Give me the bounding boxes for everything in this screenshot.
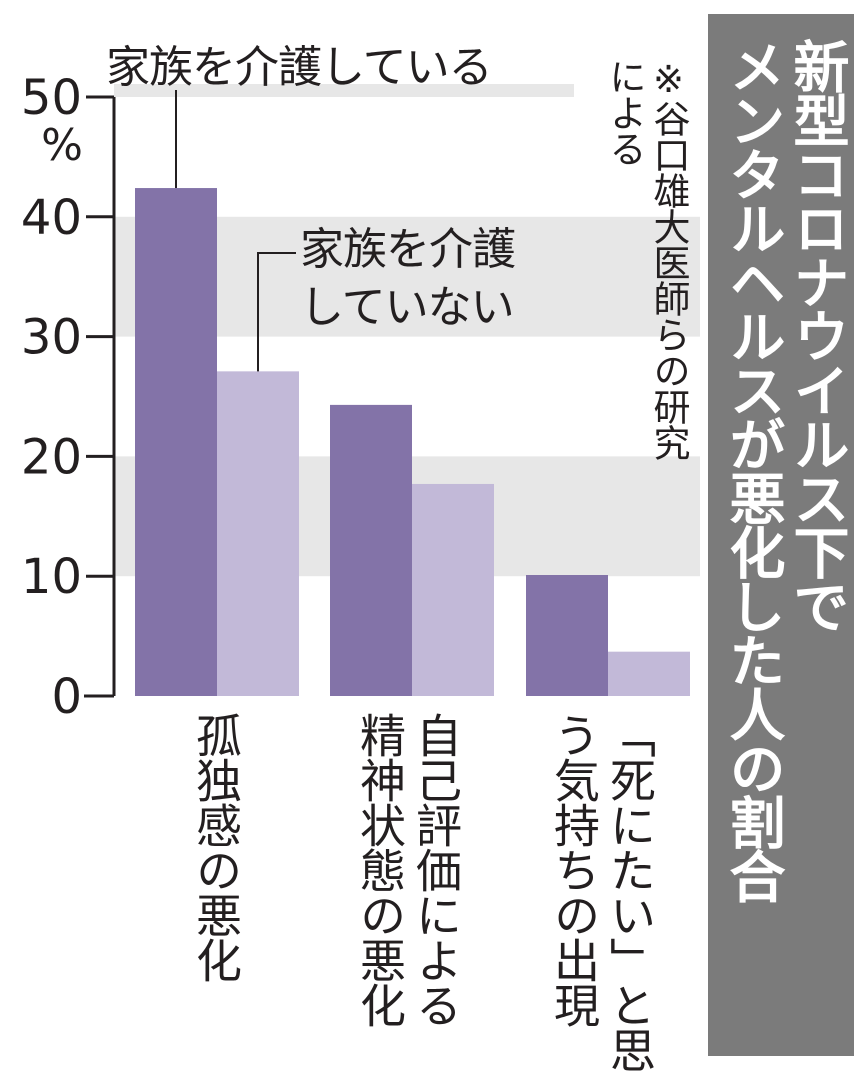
band-top (114, 84, 574, 97)
leader-line-not-caregiving (257, 252, 296, 372)
category-label-mental-state-line-2: 精神状態の悪化 (353, 712, 407, 1027)
chart-title-line-2: メンタルヘルスが悪化した人の割合 (720, 38, 785, 902)
y-unit-label: % (41, 120, 83, 171)
source-note-line-1: ※谷口雄大医師らの研究 (647, 58, 690, 460)
bar-not-caregiving-1 (412, 483, 494, 696)
leader-lines (175, 90, 296, 372)
y-tick-label-30: 30 (21, 310, 82, 366)
y-axis: 0 10 20 30 40 50% (21, 70, 116, 725)
y-tick-label-50: 50 (21, 70, 82, 126)
bar-caregiving-2 (526, 575, 608, 696)
y-tick-label-0: 0 (51, 669, 82, 725)
y-tick-label-10: 10 (21, 549, 82, 605)
y-tick-label-40: 40 (21, 190, 82, 246)
bar-not-caregiving-0 (217, 371, 299, 696)
category-label-suicidal-line-1: 「死にたい」と思 (603, 712, 657, 1072)
source-note-line-2: による (603, 58, 646, 166)
title-panel: 新型コロナウイルス下で メンタルヘルスが悪化した人の割合 (708, 14, 854, 1056)
category-label-mental-state-line-1: 自己評価による (409, 712, 463, 1027)
bar-caregiving-0 (135, 188, 217, 696)
bars-group (135, 188, 690, 696)
chart-title-line-1: 新型コロナウイルス下で (784, 38, 849, 632)
legend-label-not-caregiving-line-1: 家族を介護 (300, 224, 516, 275)
category-label-loneliness: 孤独感の悪化 (189, 712, 243, 982)
legend-label-caregiving: 家族を介護している (106, 42, 493, 93)
bar-not-caregiving-2 (608, 651, 690, 696)
category-label-suicidal-line-2: う気持ちの出現 (547, 712, 601, 1027)
legend-label-not-caregiving-line-2: していない (300, 282, 515, 333)
bar-caregiving-1 (330, 404, 412, 696)
y-tick-label-20: 20 (21, 429, 82, 485)
